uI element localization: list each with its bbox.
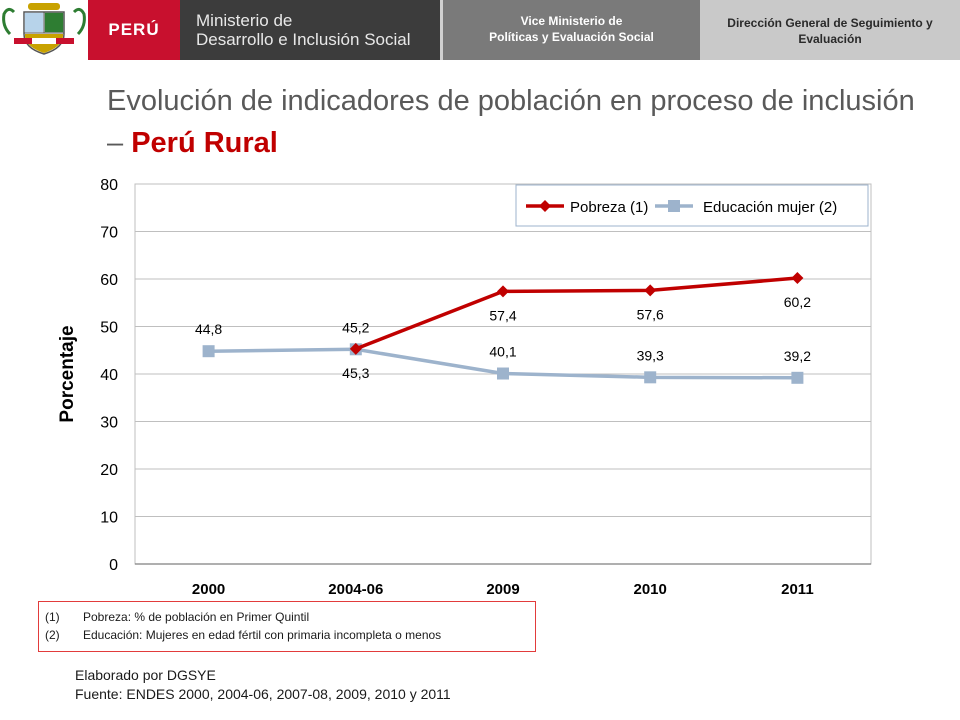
- vice-ministry-label: Vice Ministerio de Políticas y Evaluació…: [443, 0, 700, 60]
- country-label: PERÚ: [88, 0, 180, 60]
- data-label: 45,3: [342, 365, 369, 381]
- vice-line-2: Políticas y Evaluación Social: [489, 30, 654, 44]
- data-point-diamond: [497, 285, 509, 298]
- x-tick-label: 2010: [634, 581, 667, 598]
- directorate-line-1: Dirección General de Seguimiento y: [727, 16, 933, 30]
- footnote-1-text: Pobreza: % de población en Primer Quinti…: [83, 610, 310, 624]
- data-label: 45,2: [342, 319, 369, 335]
- x-tick-label: 2011: [781, 581, 814, 598]
- data-point-square: [497, 367, 509, 380]
- legend-label: Educación mujer (2): [703, 199, 837, 216]
- data-label: 39,3: [637, 347, 664, 363]
- coat-of-arms-icon: [2, 3, 86, 55]
- credits-author: Elaborado por DGSYE: [75, 667, 216, 683]
- y-tick-label: 30: [100, 415, 118, 432]
- title-highlight: Perú Rural: [131, 127, 278, 159]
- legend-marker-square: [668, 200, 680, 212]
- series-line-0: [355, 276, 798, 351]
- legend: Pobreza (1) Educación mujer (2): [515, 184, 869, 227]
- legend-label: Pobreza (1): [570, 199, 648, 216]
- y-tick-label: 60: [100, 272, 118, 289]
- directorate-line-2: Evaluación: [798, 32, 862, 46]
- data-point-square: [644, 371, 657, 384]
- slide-title: Evolución de indicadores de población en…: [107, 80, 937, 164]
- data-label: 57,6: [637, 306, 664, 322]
- x-tick-label: 2004-06: [328, 581, 383, 598]
- title-main: Evolución de indicadores de población en…: [107, 85, 915, 159]
- x-tick-label: 2000: [192, 581, 225, 598]
- data-label: 39,2: [784, 348, 811, 364]
- ministry-name: Ministerio de Desarrollo e Inclusión Soc…: [180, 0, 440, 60]
- y-tick-label: 0: [109, 557, 118, 574]
- vice-line-1: Vice Ministerio de: [520, 14, 623, 28]
- credits: Elaborado por DGSYE Fuente: ENDES 2000, …: [75, 666, 451, 704]
- coat-of-arms-logo: [0, 0, 88, 60]
- y-tick-label: 70: [100, 225, 118, 242]
- y-tick-label: 10: [100, 510, 118, 527]
- legend-marker-diamond: [539, 200, 551, 212]
- x-tick-label: 2009: [486, 581, 519, 598]
- ministry-line-2: Desarrollo e Inclusión Social: [196, 30, 411, 49]
- footnote-2: (2) Educación: Mujeres en edad fértil con…: [45, 626, 535, 644]
- footnote-1: (1) Pobreza: % de población en Primer Qui…: [45, 608, 535, 626]
- data-point-square: [791, 371, 804, 384]
- data-label: 57,4: [489, 307, 516, 323]
- y-tick-label: 50: [100, 320, 118, 337]
- y-tick-label: 20: [100, 462, 118, 479]
- credits-source: Fuente: ENDES 2000, 2004-06, 2007-08, 20…: [75, 686, 451, 702]
- y-tick-label: 40: [100, 367, 118, 384]
- data-point-square: [202, 345, 215, 358]
- y-tick-label: 80: [100, 177, 118, 194]
- data-label: 44,8: [195, 321, 222, 337]
- footnote-1-number: (1): [45, 610, 60, 624]
- header-divider: [440, 0, 443, 60]
- data-point-diamond: [349, 342, 362, 355]
- data-point-diamond: [644, 284, 657, 297]
- data-label: 40,1: [489, 344, 516, 360]
- footnote-2-text: Educación: Mujeres en edad fértil con pr…: [83, 628, 442, 642]
- data-point-diamond: [791, 272, 804, 285]
- ministry-line-1: Ministerio de: [196, 11, 293, 30]
- data-label: 60,2: [784, 294, 811, 310]
- header-bar: PERÚ Ministerio de Desarrollo e Inclusió…: [0, 0, 960, 60]
- footnote-2-number: (2): [45, 628, 60, 642]
- y-axis-label: Porcentaje: [57, 325, 78, 422]
- directorate-label: Dirección General de Seguimiento y Evalu…: [700, 0, 960, 60]
- footnotes-box: (1) Pobreza: % de población en Primer Qui…: [38, 601, 536, 652]
